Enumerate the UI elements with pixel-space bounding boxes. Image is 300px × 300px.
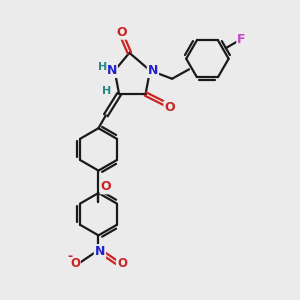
Text: H: H [98, 62, 107, 72]
Text: O: O [164, 101, 175, 114]
Text: O: O [117, 257, 127, 271]
Text: H: H [102, 86, 111, 96]
Text: N: N [148, 64, 158, 77]
Text: O: O [117, 26, 127, 39]
Text: O: O [100, 180, 111, 193]
Text: O: O [70, 257, 80, 271]
Text: N: N [95, 245, 105, 258]
Text: F: F [237, 33, 246, 46]
Text: N: N [106, 64, 117, 77]
Text: -: - [67, 250, 73, 263]
